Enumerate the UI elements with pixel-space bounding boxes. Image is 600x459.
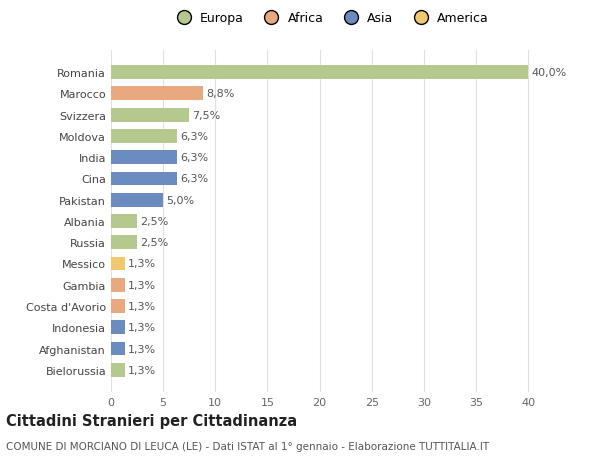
Text: 2,5%: 2,5% [140,217,169,226]
Bar [111,193,163,207]
Bar [111,172,176,186]
Text: 2,5%: 2,5% [140,238,169,248]
Text: COMUNE DI MORCIANO DI LEUCA (LE) - Dati ISTAT al 1° gennaio - Elaborazione TUTTI: COMUNE DI MORCIANO DI LEUCA (LE) - Dati … [6,441,489,451]
Text: 1,3%: 1,3% [128,302,156,311]
Text: 1,3%: 1,3% [128,365,156,375]
Text: Cittadini Stranieri per Cittadinanza: Cittadini Stranieri per Cittadinanza [6,413,297,428]
Text: 1,3%: 1,3% [128,323,156,333]
Text: 6,3%: 6,3% [180,153,208,163]
Bar [111,87,203,101]
Text: 1,3%: 1,3% [128,344,156,354]
Text: 7,5%: 7,5% [193,110,221,120]
Bar [111,257,125,271]
Bar [111,299,125,313]
Text: 6,3%: 6,3% [180,132,208,141]
Bar [111,66,528,80]
Text: 6,3%: 6,3% [180,174,208,184]
Bar [111,278,125,292]
Bar [111,342,125,356]
Bar [111,363,125,377]
Bar [111,214,137,229]
Bar [111,151,176,165]
Bar [111,321,125,335]
Bar [111,130,176,144]
Text: 1,3%: 1,3% [128,259,156,269]
Bar [111,108,189,122]
Text: 40,0%: 40,0% [531,68,566,78]
Legend: Europa, Africa, Asia, America: Europa, Africa, Asia, America [171,12,489,25]
Bar [111,236,137,250]
Text: 1,3%: 1,3% [128,280,156,290]
Text: 5,0%: 5,0% [166,195,194,205]
Text: 8,8%: 8,8% [206,89,234,99]
